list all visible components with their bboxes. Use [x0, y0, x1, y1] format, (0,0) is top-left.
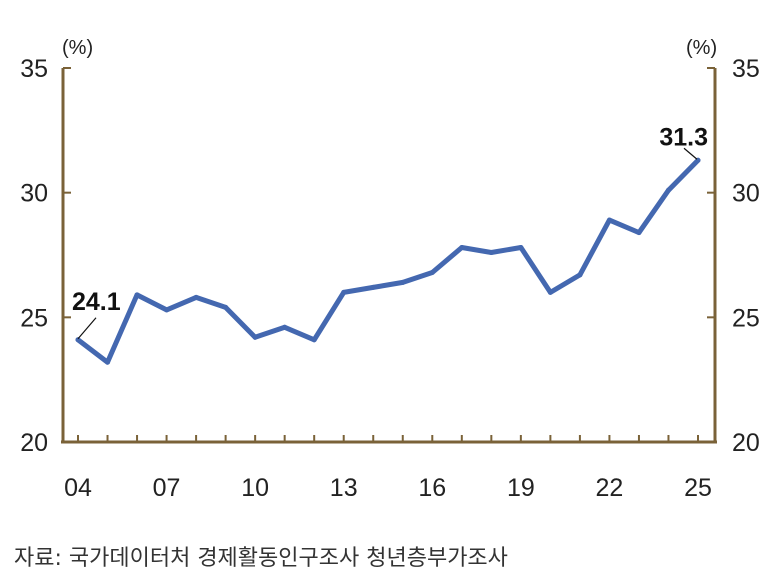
data-point — [252, 334, 258, 340]
x-tick-label: 19 — [507, 474, 535, 502]
data-point — [459, 245, 465, 251]
left-y-tick-label: 35 — [20, 55, 48, 83]
x-tick-label: 07 — [153, 474, 181, 502]
x-tick-label: 22 — [596, 474, 624, 502]
right-unit-label: (%) — [686, 37, 717, 59]
data-label: 31.3 — [659, 123, 708, 151]
data-point — [606, 217, 612, 223]
data-point — [341, 289, 347, 295]
series-points — [75, 157, 701, 365]
data-label-leader — [77, 317, 97, 340]
data-point — [429, 269, 435, 275]
data-label: 24.1 — [72, 288, 121, 316]
data-point — [488, 250, 494, 256]
data-point — [134, 292, 140, 298]
x-tick-label: 13 — [330, 474, 358, 502]
data-point — [665, 187, 671, 193]
data-point — [75, 337, 81, 343]
data-point — [518, 245, 524, 251]
data-point — [193, 294, 199, 300]
data-point — [547, 289, 553, 295]
data-point — [577, 272, 583, 278]
x-tick-labels: 04 07 10 13 16 19 22 25 — [64, 435, 712, 502]
left-y-tick-label: 30 — [20, 180, 48, 208]
right-y-tick-label: 30 — [732, 180, 760, 208]
line-chart: (%) (%) 20 25 30 35 20 25 30 35 04 07 10 13 16 19 22… — [20, 37, 760, 502]
x-tick-label: 16 — [418, 474, 446, 502]
left-y-tick-label: 25 — [20, 304, 48, 332]
data-point — [400, 279, 406, 285]
data-point — [370, 284, 376, 290]
left-unit-label: (%) — [62, 37, 93, 59]
right-y-tick-label: 35 — [732, 55, 760, 83]
left-y-tick-labels: 20 25 30 35 — [20, 55, 71, 457]
data-point — [164, 307, 170, 313]
x-tick-label: 04 — [64, 474, 92, 502]
data-point — [636, 230, 642, 236]
data-point — [311, 337, 317, 343]
x-tick-label: 25 — [684, 474, 712, 502]
data-point — [223, 304, 229, 310]
left-y-tick-label: 20 — [20, 429, 48, 457]
data-point — [282, 324, 288, 330]
right-y-tick-label: 25 — [732, 304, 760, 332]
right-y-tick-label: 20 — [732, 429, 760, 457]
source-note: 자료: 국가데이터처 경제활동인구조사 청년층부가조사 — [14, 546, 508, 571]
data-point — [105, 359, 111, 365]
series-line — [75, 157, 701, 365]
data-labels: 24.1 31.3 — [72, 123, 708, 340]
x-tick-label: 10 — [241, 474, 269, 502]
data-label-leader — [683, 147, 698, 160]
right-y-tick-labels: 20 25 30 35 — [707, 55, 760, 457]
